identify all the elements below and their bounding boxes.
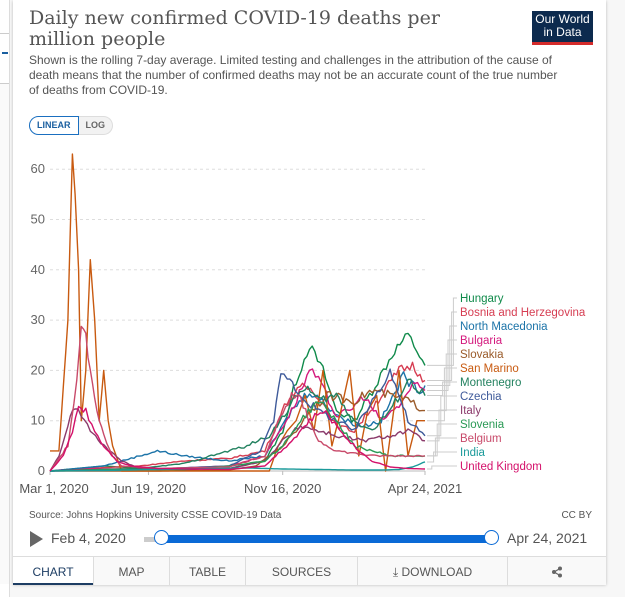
legend-connector — [427, 451, 457, 463]
legend-label[interactable]: India — [460, 447, 486, 459]
share-icon — [552, 566, 562, 578]
tab-map-label: MAP — [118, 565, 145, 579]
series-line-san-marino[interactable] — [50, 153, 425, 472]
license-label[interactable]: CC BY — [561, 510, 592, 521]
timeline-start-label: Feb 4, 2020 — [51, 530, 126, 546]
tab-table-label: TABLE — [188, 565, 227, 579]
legend-connector — [427, 297, 457, 366]
x-tick-label: Apr 24, 2021 — [388, 481, 462, 496]
background-panel-edge — [0, 0, 10, 597]
source-note[interactable]: Source: Johns Hopkins University CSSE CO… — [29, 510, 282, 521]
legend-connector — [427, 381, 457, 397]
log-scale-button[interactable]: LOG — [78, 116, 113, 135]
y-tick-label: 20 — [31, 362, 45, 377]
legend-label[interactable]: Italy — [460, 405, 481, 417]
legend-label[interactable]: Bosnia and Herzegovina — [460, 307, 586, 319]
tab-chart[interactable]: CHART — [13, 557, 93, 585]
legend-connector — [427, 395, 457, 437]
series-line-slovenia[interactable] — [49, 401, 426, 472]
x-tick-label: Mar 1, 2020 — [19, 481, 88, 496]
y-tick-label: 0 — [38, 463, 45, 478]
timeline-start-handle[interactable] — [154, 530, 169, 545]
x-tick-label: Jun 19, 2020 — [111, 481, 186, 496]
owid-logo[interactable]: Our World in Data — [532, 11, 593, 45]
y-tick-label: 60 — [31, 161, 45, 176]
tab-chart-label: CHART — [32, 565, 74, 579]
scale-toggle: LINEAR LOG — [29, 116, 113, 135]
timeline-selected-range[interactable] — [161, 535, 491, 543]
y-tick-label: 50 — [31, 212, 45, 227]
legend-connectors — [427, 297, 457, 470]
legend-label[interactable]: Czechia — [460, 391, 502, 403]
logo-line2: in Data — [543, 25, 582, 39]
download-icon: ⤓ — [392, 565, 399, 579]
legend-label[interactable]: Bulgaria — [460, 335, 503, 347]
series-lines — [49, 153, 426, 472]
timeline-end-handle[interactable] — [484, 530, 499, 545]
y-tick-label: 40 — [31, 262, 45, 277]
legend-label[interactable]: San Marino — [460, 363, 519, 375]
legend-connector — [427, 311, 457, 381]
background-panel-box — [0, 83, 9, 584]
y-axis-ticks: 0 10 20 30 40 50 60 — [31, 161, 45, 478]
legend-connector — [427, 409, 457, 442]
series-line-bosnia-and-herzegovina[interactable] — [49, 361, 426, 472]
x-axis-ticks: Mar 1, 2020 Jun 19, 2020 Nov 16, 2020 Apr 2… — [19, 471, 462, 496]
chart-card: Daily new confirmed COVID-19 deaths per … — [13, 0, 606, 585]
legend-connector — [427, 437, 457, 457]
legend-label[interactable]: Belgium — [460, 433, 502, 445]
tab-download-label: DOWNLOAD — [401, 565, 473, 579]
series-line-italy[interactable] — [49, 408, 426, 472]
share-button[interactable] — [507, 557, 606, 585]
legend: Hungary Bosnia and Herzegovina North Maced… — [460, 293, 586, 473]
tab-download[interactable]: ⤓ DOWNLOAD — [357, 557, 507, 585]
legend-label[interactable]: Slovenia — [460, 419, 505, 431]
chart-subtitle: Shown is the rolling 7-day average. Limi… — [29, 53, 558, 97]
tab-sources[interactable]: SOURCES — [245, 557, 357, 585]
legend-label[interactable]: Montenegro — [460, 377, 521, 389]
x-tick-label: Nov 16, 2020 — [244, 481, 321, 496]
series-line-belgium[interactable] — [49, 325, 426, 472]
background-dash — [2, 52, 8, 54]
y-tick-label: 30 — [31, 312, 45, 327]
legend-label[interactable]: Hungary — [460, 293, 504, 305]
logo-line1: Our World — [535, 12, 590, 26]
background-panel-box — [0, 0, 9, 34]
legend-connector — [427, 325, 457, 386]
legend-label[interactable]: Slovakia — [460, 349, 504, 361]
tab-table[interactable]: TABLE — [169, 557, 245, 585]
chart-title: Daily new confirmed COVID-19 deaths per … — [29, 7, 440, 50]
timeline-end-label: Apr 24, 2021 — [507, 530, 588, 546]
legend-connector — [427, 465, 457, 470]
series-line-united-kingdom[interactable] — [49, 405, 426, 472]
legend-label[interactable]: North Macedonia — [460, 321, 548, 333]
play-icon[interactable] — [30, 531, 43, 547]
tab-sources-label: SOURCES — [271, 565, 332, 579]
y-tick-label: 10 — [31, 413, 45, 428]
tab-map[interactable]: MAP — [93, 557, 169, 585]
legend-connector — [427, 339, 457, 392]
tab-bar: CHART MAP TABLE SOURCES ⤓ DOWNLOAD — [13, 556, 606, 585]
legend-connector — [427, 367, 457, 422]
legend-label[interactable]: United Kingdom — [460, 461, 542, 473]
linear-scale-button[interactable]: LINEAR — [29, 116, 79, 135]
legend-connector — [427, 423, 457, 457]
